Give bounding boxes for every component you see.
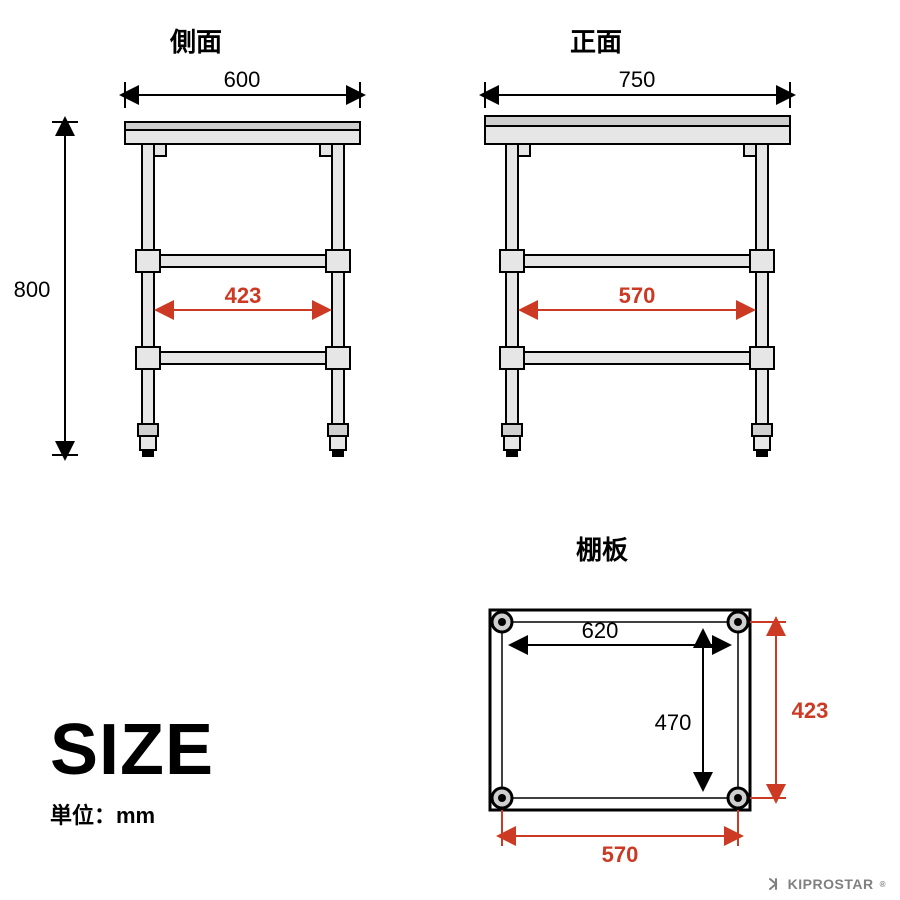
size-heading: SIZE	[50, 714, 214, 786]
height-label: 800	[14, 277, 51, 302]
brand-reg: ®	[880, 880, 886, 889]
front-view-diagram: 750 570	[430, 60, 870, 480]
inner-dim-423: 423	[160, 283, 326, 310]
width-dim-750: 750	[485, 67, 790, 108]
side-view-diagram: 800 600 423	[10, 60, 430, 480]
shelf-view-title: 棚板	[576, 530, 628, 567]
shelf-rect	[490, 610, 750, 810]
front-view-title: 正面	[570, 22, 622, 59]
unit-label: 単位：mm	[50, 798, 214, 830]
shelf-w-label: 620	[582, 618, 619, 643]
inner-label: 570	[619, 283, 656, 308]
width-label: 600	[224, 67, 261, 92]
brand-text: KIPROSTAR	[788, 876, 874, 892]
width-dim-600: 600	[125, 67, 360, 108]
brand-icon	[768, 877, 782, 891]
shelf-view-diagram: 620 470 570 423	[430, 570, 850, 900]
shelf-inner-w-label: 570	[602, 842, 639, 867]
shelf-inner-h-423: 423	[750, 622, 828, 798]
width-label: 750	[619, 67, 656, 92]
shelf-inner-h-label: 423	[792, 698, 829, 723]
shelf-h-label: 470	[655, 710, 692, 735]
shelf-inner-w-570: 570	[502, 810, 738, 867]
height-dim-800: 800	[14, 122, 78, 455]
inner-dim-570: 570	[524, 283, 750, 310]
brand-mark: KIPROSTAR ®	[768, 876, 886, 892]
size-block: SIZE 単位：mm	[50, 714, 214, 830]
side-view-title: 側面	[170, 22, 222, 59]
inner-label: 423	[225, 283, 262, 308]
